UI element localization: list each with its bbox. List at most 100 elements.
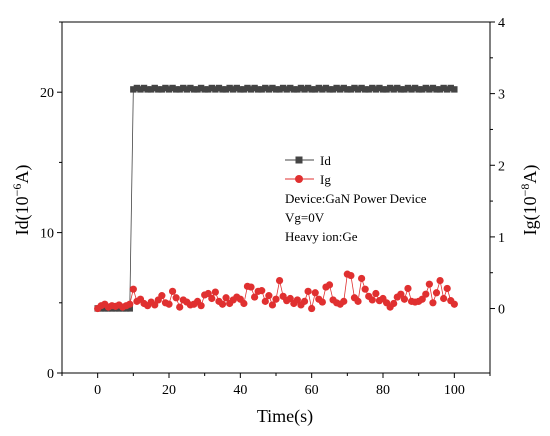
- series-ig-point: [204, 289, 212, 298]
- series-ig-point: [318, 298, 326, 306]
- y-axis-right-title-main: Ig(10: [520, 196, 541, 235]
- series-id-point: [147, 86, 155, 93]
- series-id-point: [429, 84, 437, 92]
- series-id-point: [436, 86, 444, 93]
- series-id-point: [272, 86, 280, 93]
- series-id-point: [337, 86, 344, 93]
- series-ig-point: [390, 299, 398, 308]
- series-ig-point: [311, 289, 319, 297]
- series-id-point: [444, 86, 451, 93]
- series-id-point: [169, 84, 176, 92]
- series-id-point: [258, 86, 265, 93]
- series-ig-point: [300, 297, 309, 305]
- series-id-point: [408, 86, 415, 93]
- series-ig-point: [261, 297, 269, 305]
- series-id-point: [351, 84, 358, 92]
- y-right-tick-label: 0: [498, 303, 505, 318]
- annotation-device: Device:GaN Power Device: [285, 191, 427, 206]
- series-id-point: [354, 86, 362, 93]
- series-id-point: [205, 86, 212, 93]
- series-ig-point: [422, 290, 430, 298]
- y-axis-left-title: Id(10−6A): [10, 165, 33, 236]
- series-id-point: [319, 86, 326, 93]
- x-tick-label: 80: [376, 383, 390, 398]
- series-ig-point: [172, 294, 180, 302]
- series-id-point: [340, 84, 347, 92]
- series-id-point: [358, 84, 365, 92]
- series-id-point: [297, 84, 305, 92]
- series-ig-point: [222, 294, 230, 302]
- series-id-point: [262, 84, 269, 92]
- series-id-point: [126, 305, 133, 312]
- series-ig-point: [418, 295, 426, 303]
- series-id-point: [162, 84, 169, 92]
- series-id-point: [197, 84, 205, 92]
- series-id-point: [379, 86, 387, 93]
- y-axis-left-title-exponent: −6: [10, 184, 24, 197]
- series-id-point: [180, 84, 187, 92]
- series-ig-point: [354, 297, 362, 305]
- series-ig-point: [275, 276, 284, 285]
- y-left-tick-label: 20: [40, 86, 54, 101]
- series-ig-point: [358, 274, 366, 283]
- series-id-point: [287, 84, 294, 92]
- series-ig-point: [286, 294, 294, 303]
- series-ig-point: [436, 276, 444, 285]
- series-ig-point: [158, 292, 166, 300]
- series-ig-point: [425, 280, 433, 288]
- series-id-point: [422, 84, 429, 92]
- series-id-point: [401, 86, 408, 93]
- series-ig-point: [400, 295, 408, 303]
- series-id-point: [172, 86, 180, 93]
- series-id-point: [155, 86, 162, 93]
- series-ig-point: [218, 300, 227, 308]
- legend-ig-marker: [295, 175, 303, 183]
- series-id-point: [133, 84, 141, 92]
- legend-entry-ig: Ig: [285, 172, 331, 187]
- series-ig-point: [372, 289, 380, 298]
- x-axis-title: Time(s): [257, 406, 313, 427]
- legend-entry-id: Id: [285, 153, 331, 168]
- series-id-point: [251, 84, 258, 92]
- series-id-point: [158, 86, 166, 93]
- series-id-point: [194, 86, 201, 93]
- series-ig-point: [397, 290, 405, 298]
- series-id-point: [233, 84, 240, 92]
- series-id-point: [433, 86, 440, 93]
- x-tick-label: 100: [444, 383, 465, 398]
- series-id-point: [326, 86, 333, 93]
- x-tick-label: 60: [305, 383, 319, 398]
- series-id-point: [426, 86, 433, 93]
- y-axis-right-title-unit: A): [520, 165, 541, 184]
- series-id-point: [347, 86, 355, 93]
- series-ig-point: [265, 292, 273, 300]
- series-ig-point: [197, 302, 205, 310]
- series-id-point: [308, 86, 315, 93]
- series-id-point: [372, 86, 380, 93]
- y-axis-left-title-unit: A): [12, 165, 33, 184]
- series-id-point: [283, 86, 290, 93]
- series-ig-point: [368, 296, 376, 304]
- series-id-point: [376, 84, 383, 92]
- x-tick-label: 0: [94, 383, 101, 398]
- series-id-point: [344, 86, 351, 93]
- y-right-tick-label: 1: [498, 231, 505, 246]
- series-ig-point: [432, 289, 441, 297]
- legend: Id Ig: [285, 153, 331, 187]
- series-id-point: [369, 84, 376, 92]
- series-id-point: [230, 86, 237, 93]
- series-id-point: [212, 86, 219, 93]
- series-id-point: [294, 86, 301, 93]
- series-id-point: [312, 86, 319, 93]
- series-ig-point: [129, 285, 137, 293]
- series-id-point: [451, 86, 458, 93]
- series-id-point: [237, 86, 244, 93]
- series-ig-point: [308, 304, 316, 313]
- series-id-point: [333, 84, 340, 92]
- legend-id-marker: [295, 156, 303, 164]
- series-ig-point: [208, 294, 216, 303]
- series-id-point: [440, 84, 447, 92]
- series-id-point: [290, 86, 298, 93]
- series-ig-point: [404, 284, 412, 293]
- series-ig-point: [325, 281, 334, 289]
